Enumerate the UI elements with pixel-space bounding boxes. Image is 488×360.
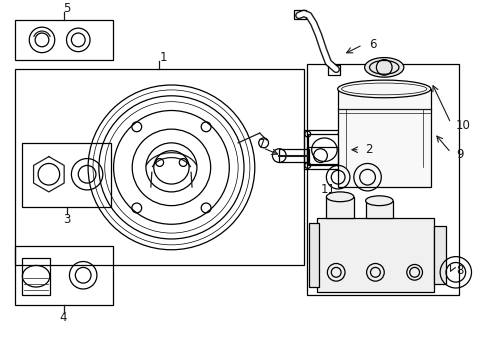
Ellipse shape (365, 196, 392, 206)
Bar (306, 64, 458, 295)
Text: 5: 5 (62, 2, 70, 15)
Text: 11: 11 (320, 184, 335, 197)
Bar (307, 134, 341, 166)
Bar (22, 258, 50, 295)
Bar (306, 147, 338, 165)
Ellipse shape (325, 192, 353, 202)
Ellipse shape (337, 80, 430, 98)
Bar (303, 130, 345, 169)
Bar (15, 69, 303, 265)
Bar (15, 20, 112, 59)
Text: 2: 2 (365, 143, 372, 156)
Bar (279, 149, 308, 162)
Bar (316, 219, 433, 292)
Text: 8: 8 (455, 264, 462, 277)
Ellipse shape (364, 58, 403, 77)
Text: 9: 9 (455, 148, 463, 161)
Text: 4: 4 (60, 311, 67, 324)
Bar (325, 197, 353, 219)
Text: 7: 7 (257, 138, 264, 151)
Text: 1: 1 (160, 51, 167, 64)
Text: 10: 10 (455, 119, 470, 132)
Text: 6: 6 (369, 38, 376, 51)
Bar (338, 89, 430, 187)
Bar (365, 201, 392, 219)
Bar (433, 226, 445, 284)
Bar (308, 223, 318, 287)
Bar (327, 66, 340, 75)
Text: 3: 3 (62, 213, 70, 226)
Bar (293, 9, 305, 19)
Bar (15, 246, 112, 305)
Bar (22, 143, 110, 207)
